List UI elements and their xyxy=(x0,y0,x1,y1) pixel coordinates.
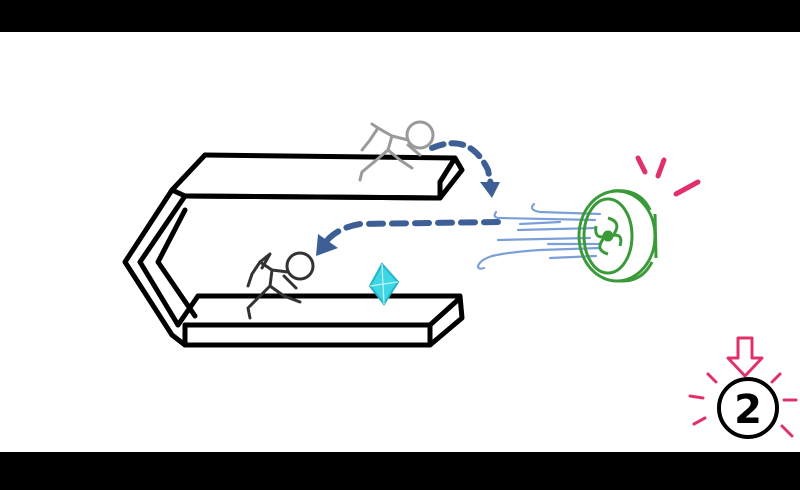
letterbox-top xyxy=(0,0,800,32)
runner-icon xyxy=(246,251,315,320)
u-shaped-track xyxy=(122,152,465,348)
dashed-jump-arrow xyxy=(429,140,500,198)
down-arrow-icon xyxy=(726,336,764,378)
step-number: 2 xyxy=(734,387,762,433)
runner-ghost-icon xyxy=(358,120,435,182)
step-marker-icon: 2 xyxy=(688,336,798,439)
fan-alert-lines xyxy=(635,155,701,197)
fan-icon xyxy=(577,189,658,283)
crystal-gem-icon xyxy=(368,262,400,306)
tutorial-canvas xyxy=(0,32,800,452)
wind-gust-icon xyxy=(476,202,602,270)
letterbox-bottom xyxy=(0,452,800,490)
dashed-blow-arrow xyxy=(316,219,501,256)
